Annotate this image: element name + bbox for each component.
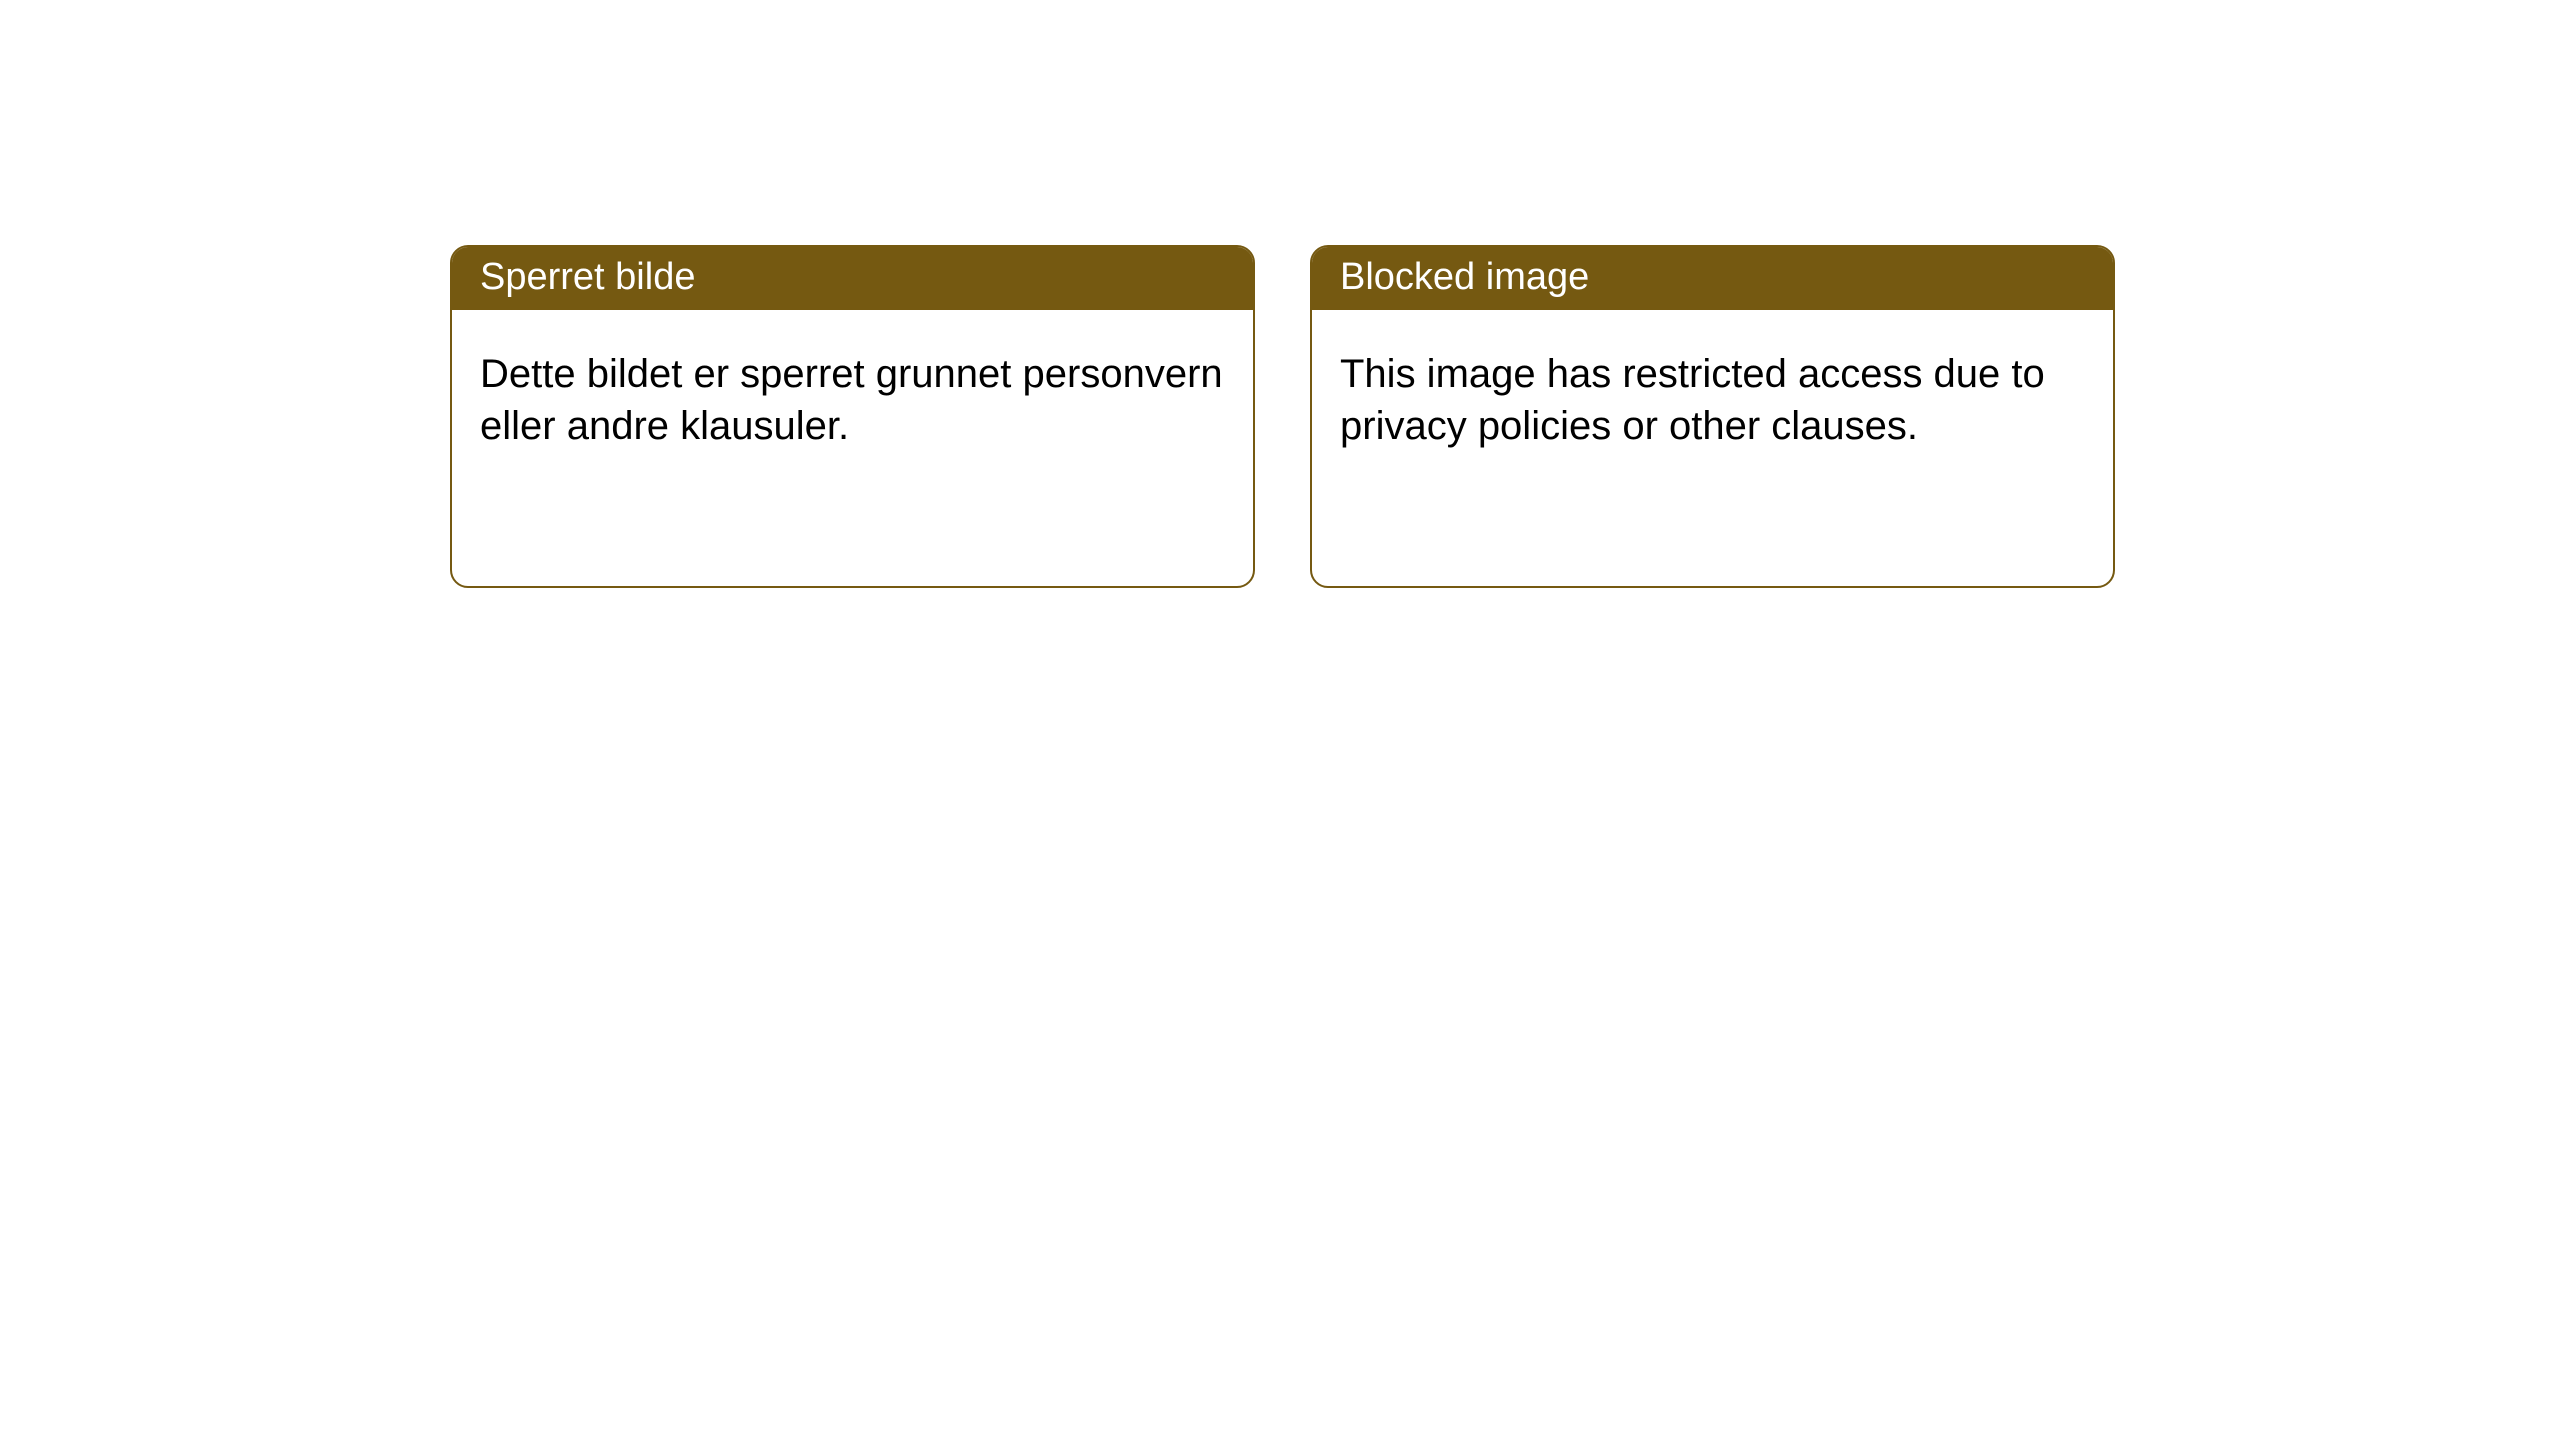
card-header-norwegian: Sperret bilde <box>452 247 1253 310</box>
card-title: Sperret bilde <box>480 256 695 298</box>
card-norwegian: Sperret bilde Dette bildet er sperret gr… <box>450 245 1255 588</box>
card-message: This image has restricted access due to … <box>1340 352 2045 448</box>
card-title: Blocked image <box>1340 256 1589 298</box>
card-message: Dette bildet er sperret grunnet personve… <box>480 352 1223 448</box>
card-body-norwegian: Dette bildet er sperret grunnet personve… <box>452 310 1253 586</box>
card-header-english: Blocked image <box>1312 247 2113 310</box>
card-english: Blocked image This image has restricted … <box>1310 245 2115 588</box>
cards-container: Sperret bilde Dette bildet er sperret gr… <box>0 0 2560 588</box>
card-body-english: This image has restricted access due to … <box>1312 310 2113 586</box>
